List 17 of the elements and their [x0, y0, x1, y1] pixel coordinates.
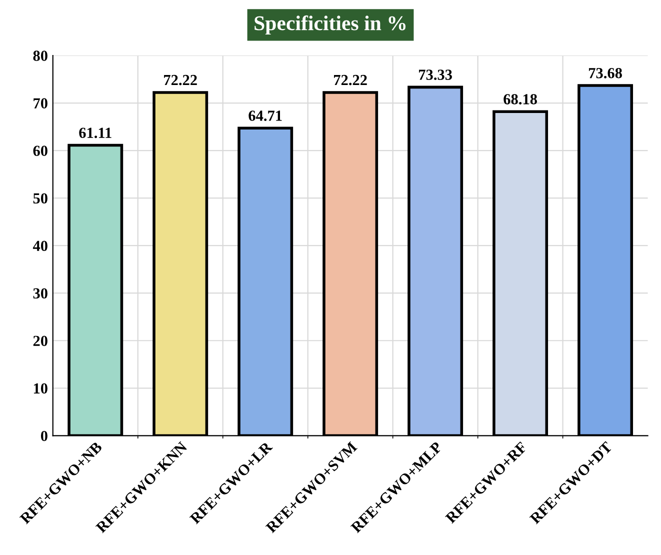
data-label: 68.18: [504, 94, 537, 104]
y-tick-label: 80: [33, 50, 48, 61]
y-tick-label: 60: [33, 146, 48, 156]
y-tick-label: 50: [33, 193, 48, 204]
data-label: 72.22: [334, 74, 367, 86]
data-label: 73.68: [588, 68, 622, 78]
data-label: 61.11: [79, 128, 112, 138]
y-tick-label: 10: [34, 383, 48, 394]
y-tick-label: 0: [40, 430, 48, 442]
data-label: 72.22: [164, 74, 197, 86]
data-label: 73.33: [419, 70, 452, 80]
y-tick-label: 20: [33, 336, 48, 346]
y-tick-label: 40: [32, 240, 48, 252]
chart-title: Specificities in %: [254, 15, 406, 35]
data-label: 64.71: [248, 110, 282, 121]
y-tick-label: 70: [34, 98, 48, 108]
y-tick-label: 30: [33, 288, 48, 299]
